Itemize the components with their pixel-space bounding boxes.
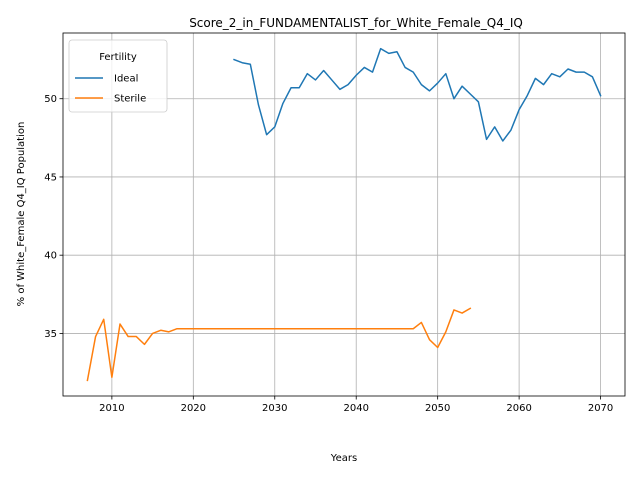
plot-area-frame [62,32,626,397]
legend-label-sterile: Sterile [114,94,146,105]
legend-entries: Ideal Sterile [75,74,146,105]
x-tick-label: 2040 [343,403,368,414]
x-tick-label: 2060 [506,403,531,414]
y-tick-label: 40 [44,251,57,262]
legend-label-ideal: Ideal [114,74,138,85]
y-axis-label: % of White_Female Q4_IQ Population [16,122,27,307]
series-line-ideal [233,47,602,142]
y-tick-label: 50 [44,94,57,105]
y-tick-label: 35 [44,329,57,340]
x-tick-label: 2050 [425,403,450,414]
x-tick-label: 2020 [181,403,206,414]
x-tick-label: 2030 [262,403,287,414]
legend: Fertility Ideal Sterile [68,39,168,113]
x-tick-label: 2010 [99,403,124,414]
legend-title: Fertility [99,52,137,63]
x-tick-label: 2070 [588,403,613,414]
y-tick-label: 45 [44,172,57,183]
series-line-sterile [86,307,472,382]
series-layer [86,47,602,382]
tick-layer: 2010 2020 2030 2040 2050 2060 2070 35 40 45 50 [44,94,613,414]
legend-box [68,39,168,113]
x-axis-label: Years [330,453,357,464]
chart-title: Score_2_in_FUNDAMENTALIST_for_White_Fema… [189,16,523,30]
